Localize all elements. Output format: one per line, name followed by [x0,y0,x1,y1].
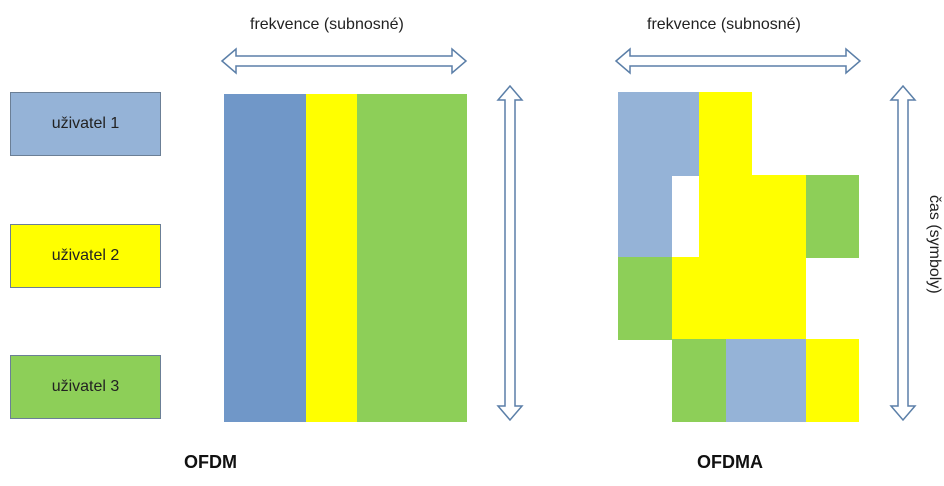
ofdma-cell-user-3 [806,175,859,258]
ofdma-cell-user-2 [672,257,806,340]
ofdma-cell-user-3 [672,339,726,422]
ofdma-cell-user-2 [699,92,752,176]
ofdm-frequency-arrow-icon [220,47,468,75]
ofdma-cell-user-2 [806,339,859,422]
ofdma-time-label: čas (symboly) [926,195,943,294]
legend-user-1-label: uživatel 1 [51,115,120,132]
ofdma-cell-user-1 [618,175,672,258]
legend-user-1: uživatel 1 [10,92,161,156]
legend-user-3-label: uživatel 3 [51,378,120,395]
ofdma-cell-user-3 [618,257,672,340]
ofdma-cell-user-1 [726,339,806,422]
ofdma-title: OFDMA [697,452,763,472]
ofdma-cell-user-1 [618,92,699,176]
ofdm-time-arrow-icon [496,84,524,422]
ofdm-user-3-band [357,94,467,422]
ofdm-user-2-band [306,94,357,422]
legend-user-3: uživatel 3 [10,355,161,419]
ofdma-cell-user-2 [699,175,806,258]
ofdma-time-arrow-icon [889,84,917,422]
ofdm-frequency-label: frekvence (subnosné) [250,16,404,33]
ofdm-title: OFDM [184,452,237,472]
legend-user-2-label: uživatel 2 [51,247,120,264]
ofdm-user-1-band [224,94,306,422]
ofdma-frequency-label: frekvence (subnosné) [647,16,801,33]
legend-user-2: uživatel 2 [10,224,161,288]
ofdma-frequency-arrow-icon [614,47,862,75]
